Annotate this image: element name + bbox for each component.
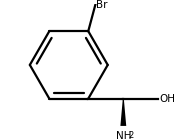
Text: OH: OH [159, 94, 175, 104]
Text: Br: Br [96, 0, 108, 10]
Text: NH: NH [116, 131, 131, 140]
Polygon shape [120, 99, 126, 126]
Text: 2: 2 [128, 131, 133, 140]
